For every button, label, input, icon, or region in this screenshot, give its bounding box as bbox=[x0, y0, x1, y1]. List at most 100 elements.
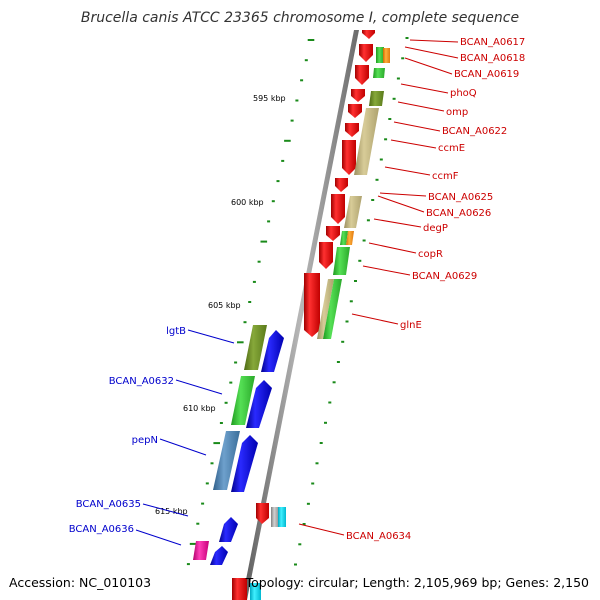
inner-tick bbox=[405, 37, 409, 39]
gene-arrow-lgtb[interactable] bbox=[261, 330, 284, 372]
inner-tick bbox=[388, 118, 392, 120]
leader-bcan-a0635 bbox=[142, 503, 189, 517]
right-gene-labels: BCAN_A0617 BCAN_A0618 BCAN_A0619 phoQ om… bbox=[346, 37, 525, 542]
gene-label-bcan-a0619[interactable]: BCAN_A0619 bbox=[454, 69, 519, 80]
inner-tick bbox=[302, 523, 306, 525]
left-gene-labels: lgtB BCAN_A0632 pepN BCAN_A0635 BCAN_A06… bbox=[69, 326, 186, 535]
gene-label-lgtb[interactable]: lgtB bbox=[166, 326, 186, 337]
gene-arrow-phoq[interactable] bbox=[351, 89, 365, 102]
outer-tick bbox=[229, 381, 233, 384]
cog-box-cyan-a0634 bbox=[278, 507, 286, 527]
outer-tick bbox=[271, 200, 275, 203]
cog-box-green-degp bbox=[340, 231, 348, 245]
inner-tick bbox=[298, 543, 302, 546]
outer-tick bbox=[224, 401, 228, 404]
gene-label-bcan-a0625[interactable]: BCAN_A0625 bbox=[428, 192, 493, 203]
kbp-label-610: 610 kbp bbox=[183, 404, 216, 413]
gene-arrow-copr[interactable] bbox=[319, 242, 333, 269]
outer-tick bbox=[210, 462, 214, 465]
cog-box-green-a0632 bbox=[231, 376, 255, 425]
gene-label-bcan-a0634[interactable]: BCAN_A0634 bbox=[346, 531, 411, 542]
accession-text: Accession: NC_010103 bbox=[9, 575, 151, 590]
leader-omp bbox=[397, 101, 445, 112]
outer-tick-track bbox=[186, 39, 315, 566]
cog-track-right bbox=[250, 47, 390, 600]
gene-arrow-bcan-a0617[interactable] bbox=[362, 30, 375, 39]
inner-tick bbox=[366, 219, 370, 222]
gene-label-bcan-a0635[interactable]: BCAN_A0635 bbox=[76, 499, 141, 510]
gene-label-degp[interactable]: degP bbox=[423, 223, 448, 234]
inner-tick bbox=[341, 340, 345, 343]
outer-tick bbox=[281, 159, 285, 162]
reverse-strand-genes bbox=[193, 325, 284, 565]
outer-tick bbox=[257, 260, 261, 263]
cog-box-cyan-lower bbox=[250, 583, 261, 600]
cog-box-green-a0618 bbox=[376, 47, 384, 63]
gene-label-bcan-a0632[interactable]: BCAN_A0632 bbox=[109, 376, 174, 387]
forward-strand-genes bbox=[232, 30, 375, 600]
leader-glne bbox=[351, 313, 399, 325]
leader-bcan-a0617 bbox=[409, 39, 459, 43]
gene-arrow-ccme[interactable] bbox=[342, 140, 356, 175]
gene-arrow-bcan-a0635[interactable] bbox=[219, 517, 238, 542]
inner-tick bbox=[332, 381, 336, 384]
gene-arrow-bcan-a0636[interactable] bbox=[210, 546, 228, 565]
kbp-label-600: 600 kbp bbox=[231, 198, 264, 207]
inner-tick bbox=[336, 361, 340, 363]
outer-tick bbox=[201, 502, 205, 505]
map-title: Brucella canis ATCC 23365 chromosome I, … bbox=[81, 10, 519, 26]
leader-bcan-a0625 bbox=[379, 192, 427, 197]
gene-label-bcan-a0618[interactable]: BCAN_A0618 bbox=[460, 53, 525, 64]
inner-tick bbox=[349, 300, 353, 303]
gene-label-bcan-a0626[interactable]: BCAN_A0626 bbox=[426, 208, 491, 219]
gene-arrow-bcan-a0634[interactable] bbox=[256, 503, 269, 524]
leader-bcan-a0619 bbox=[404, 57, 453, 75]
gene-label-omp[interactable]: omp bbox=[446, 107, 468, 118]
gene-arrow-bcan-a0622[interactable] bbox=[345, 123, 359, 137]
cog-box-steel-pepn bbox=[213, 431, 240, 490]
gene-label-bcan-a0622[interactable]: BCAN_A0622 bbox=[442, 126, 507, 137]
outer-tick bbox=[260, 240, 268, 243]
cog-box-green-copr bbox=[333, 247, 350, 275]
leader-ccmf bbox=[384, 166, 431, 176]
inner-tick bbox=[392, 97, 396, 100]
cog-box-khaki-a0625 bbox=[344, 196, 362, 228]
gene-arrow-omp[interactable] bbox=[348, 104, 362, 118]
gene-label-bcan-a0629[interactable]: BCAN_A0629 bbox=[412, 271, 477, 282]
inner-tick bbox=[362, 239, 366, 242]
gene-arrow-pepn[interactable] bbox=[231, 435, 258, 492]
gene-arrow-degp[interactable] bbox=[326, 226, 340, 241]
gene-label-glne[interactable]: glnE bbox=[400, 320, 422, 331]
gene-label-pepn[interactable]: pepN bbox=[132, 435, 158, 446]
leader-ccme bbox=[390, 139, 437, 149]
gene-label-ccmf[interactable]: ccmF bbox=[432, 171, 459, 182]
gene-arrow-ccmf[interactable] bbox=[335, 178, 348, 192]
outer-tick bbox=[189, 542, 197, 545]
outer-tick bbox=[304, 59, 308, 62]
gene-label-bcan-a0636[interactable]: BCAN_A0636 bbox=[69, 524, 134, 535]
gene-arrow-glne[interactable] bbox=[304, 273, 320, 337]
inner-tick-track bbox=[294, 37, 409, 566]
leader-bcan-a0629 bbox=[362, 265, 411, 276]
gene-arrow-bcan-a0632[interactable] bbox=[246, 380, 272, 428]
chromosome-backbone bbox=[242, 30, 359, 600]
gene-label-copr[interactable]: copR bbox=[418, 249, 443, 260]
kbp-label-595: 595 kbp bbox=[253, 94, 286, 103]
gene-arrow-lower-red[interactable] bbox=[232, 578, 247, 600]
gene-arrow-bcan-a0619[interactable] bbox=[355, 65, 369, 85]
leader-bcan-a0626 bbox=[377, 195, 425, 213]
gene-label-bcan-a0617[interactable]: BCAN_A0617 bbox=[460, 37, 525, 48]
gene-label-ccme[interactable]: ccmE bbox=[438, 143, 465, 154]
cog-box-olive-lgtb bbox=[244, 325, 267, 370]
inner-tick bbox=[319, 442, 323, 444]
gene-arrow-bcan-a0618[interactable] bbox=[359, 44, 373, 62]
gene-label-phoq[interactable]: phoQ bbox=[450, 88, 477, 99]
left-label-leaders bbox=[135, 329, 235, 546]
leader-bcan-a0622 bbox=[393, 121, 441, 132]
cog-box-grey-a0634 bbox=[271, 507, 279, 527]
inner-tick bbox=[384, 138, 388, 141]
cog-box-khaki-ccme bbox=[354, 108, 379, 175]
gene-arrow-bcan-a0625[interactable] bbox=[331, 194, 345, 224]
inner-tick bbox=[324, 421, 327, 424]
